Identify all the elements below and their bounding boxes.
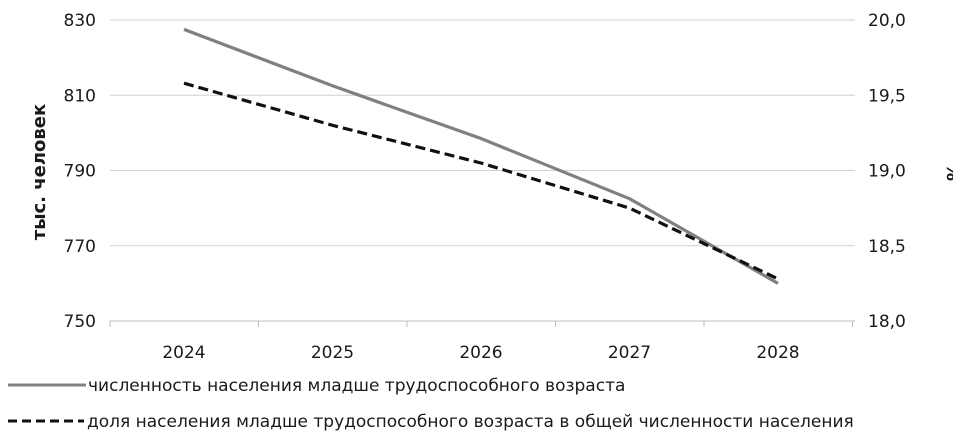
- x-tick-label: 2028: [756, 343, 799, 363]
- x-tick-label: 2025: [311, 343, 354, 363]
- left-y-tick-label: 750: [64, 312, 96, 332]
- right-axis-title: %: [942, 163, 953, 181]
- legend-label-share: доля населения младше трудоспособного во…: [87, 412, 854, 431]
- right-y-tick-label: 19,5: [868, 86, 906, 106]
- legend-item-share: доля населения младше трудоспособного во…: [8, 412, 854, 431]
- right-y-tick-label: 18,0: [868, 312, 906, 332]
- right-y-tick-label: 20,0: [868, 11, 906, 31]
- x-tick-label: 2027: [608, 343, 651, 363]
- series-line-share: [183, 81, 779, 281]
- axes: [109, 320, 855, 327]
- gridlines: [110, 19, 855, 247]
- left-y-tick-labels: 750 770 790 810 830: [64, 11, 96, 332]
- left-axis-title: тыс. человек: [29, 104, 50, 240]
- right-y-tick-labels: 18,0 18,5 19,0 19,5 20,0: [868, 11, 906, 332]
- x-tick-label: 2026: [459, 343, 502, 363]
- left-y-tick-label: 810: [64, 86, 96, 106]
- x-tick-labels: 2024 2025 2026 2027 2028: [162, 343, 799, 363]
- legend-item-population: численность населения младше трудоспособ…: [8, 376, 625, 396]
- series-line-population: [183, 27, 779, 285]
- x-tick-label: 2024: [162, 343, 205, 363]
- series-lines: [183, 27, 779, 285]
- legend: численность населения младше трудоспособ…: [8, 376, 854, 431]
- left-y-tick-label: 790: [64, 162, 96, 182]
- right-y-tick-label: 18,5: [868, 237, 906, 257]
- legend-label-population: численность населения младше трудоспособ…: [88, 376, 625, 396]
- right-y-tick-label: 19,0: [868, 162, 906, 182]
- left-y-tick-label: 770: [64, 237, 96, 257]
- left-y-tick-label: 830: [64, 11, 96, 31]
